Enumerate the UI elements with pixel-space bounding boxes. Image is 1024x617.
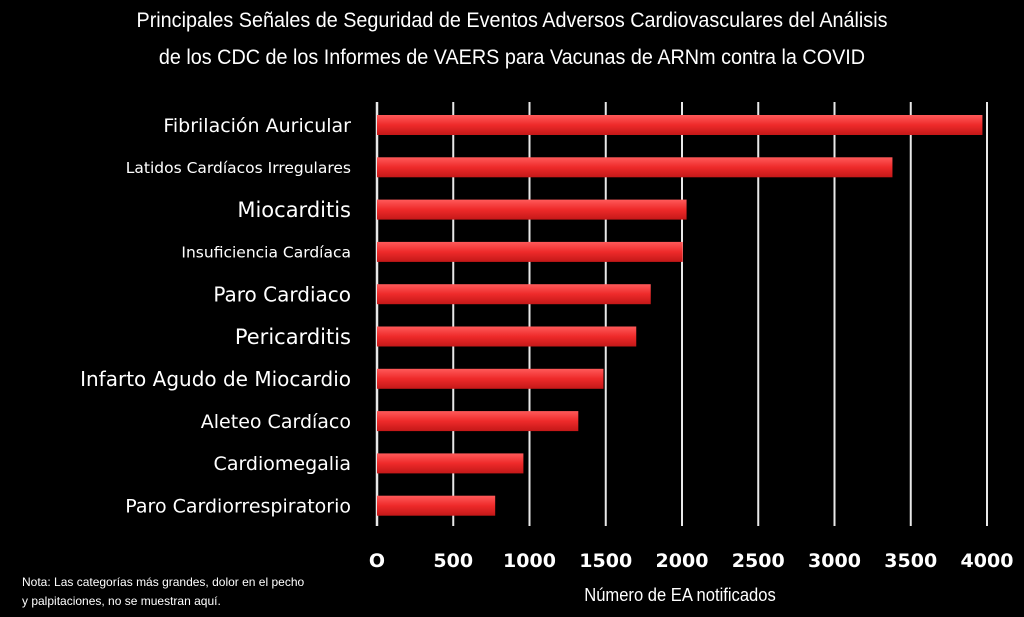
x-tick-label: 2500 — [732, 550, 785, 572]
bar — [377, 284, 651, 305]
footnote-line-2: y palpitaciones, no se muestran aquí. — [22, 594, 221, 608]
bar — [377, 115, 983, 135]
x-tick-label: 3500 — [884, 550, 937, 572]
category-label: Paro Cardiorrespiratorio — [125, 496, 351, 518]
bar — [377, 241, 683, 262]
bar — [377, 453, 524, 474]
category-label: Paro Cardiaco — [213, 282, 351, 306]
bar — [377, 411, 579, 432]
category-label: Pericarditis — [235, 325, 351, 349]
x-tick-label: 1000 — [503, 550, 556, 572]
category-label: Miocarditis — [237, 198, 351, 222]
chart-subtitle: de los CDC de los Informes de VAERS para… — [158, 45, 866, 69]
bar — [377, 368, 604, 389]
footnote: Nota: Las categorías más grandes, dolor … — [22, 573, 304, 611]
category-label: Cardiomegalia — [214, 453, 351, 475]
chart-title: Principales Señales de Seguridad de Even… — [136, 8, 888, 32]
x-axis-label: Número de EA notificados — [584, 585, 776, 605]
category-label: Insuficiencia Cardíaca — [181, 243, 351, 261]
category-label: Infarto Agudo de Miocardio — [80, 367, 351, 391]
x-tick-label: 1500 — [579, 550, 632, 572]
x-tick-label: 2000 — [656, 550, 709, 572]
bar — [377, 495, 496, 516]
x-tick-label: O — [369, 550, 385, 572]
x-tick-label: 500 — [433, 550, 473, 572]
category-label: Fibrilación Auricular — [163, 115, 351, 137]
bar — [377, 326, 637, 347]
x-tick-label: 3000 — [808, 550, 861, 572]
footnote-line-1: Nota: Las categorías más grandes, dolor … — [22, 575, 305, 589]
bar — [377, 157, 893, 178]
x-tick-label: 4000 — [961, 550, 1014, 572]
category-label: Latidos Cardíacos Irregulares — [126, 159, 351, 177]
category-label: Aleteo Cardíaco — [201, 411, 351, 433]
bar — [377, 199, 687, 220]
